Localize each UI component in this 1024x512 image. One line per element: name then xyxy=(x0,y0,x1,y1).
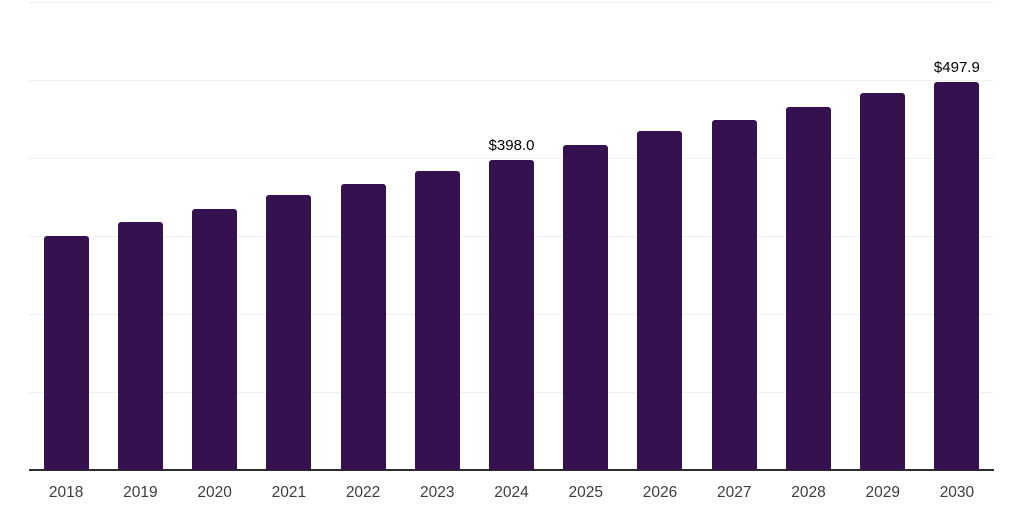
x-axis-label: 2025 xyxy=(568,484,603,501)
bar-band xyxy=(846,2,920,470)
x-axis-label: 2019 xyxy=(123,484,158,501)
plot-area: $398.0 $497.9 xyxy=(29,2,994,471)
bar-band xyxy=(252,2,326,470)
bar-band xyxy=(29,2,103,470)
x-axis-label: 2020 xyxy=(197,484,232,501)
bar xyxy=(117,222,163,470)
x-axis-label: 2028 xyxy=(791,484,826,501)
bar-value-label: $497.9 xyxy=(933,58,980,76)
x-axis-line xyxy=(29,469,994,471)
bar xyxy=(637,131,683,470)
x-axis-label: 2018 xyxy=(48,484,84,501)
bar xyxy=(860,93,906,470)
bar xyxy=(711,119,757,470)
bar xyxy=(43,236,89,470)
x-axis-label: 2030 xyxy=(939,484,975,501)
bar-band xyxy=(326,2,400,470)
bar-band xyxy=(177,2,251,470)
x-axis-label: 2021 xyxy=(271,484,307,501)
bar-value-label: $398.0 xyxy=(488,136,535,154)
bar xyxy=(934,81,980,470)
bar xyxy=(414,170,460,470)
gridline xyxy=(29,80,994,81)
bar-band xyxy=(623,2,697,470)
bar xyxy=(785,106,831,470)
gridline xyxy=(29,158,994,160)
x-axis-label: 2029 xyxy=(865,484,900,501)
bar-band xyxy=(697,2,771,470)
bar xyxy=(563,144,609,470)
bar-band xyxy=(549,2,623,470)
x-axis-label: 2022 xyxy=(345,484,381,501)
bar xyxy=(266,195,312,470)
x-axis-label: 2026 xyxy=(642,484,678,501)
x-axis-label: 2023 xyxy=(420,484,455,501)
x-axis-label: 2024 xyxy=(494,484,529,501)
x-axis-label: 2027 xyxy=(716,484,752,501)
bar-band xyxy=(920,2,994,470)
bar xyxy=(489,159,535,470)
bar xyxy=(340,183,386,470)
bar xyxy=(192,209,238,470)
bar-band xyxy=(103,2,177,470)
bar-band xyxy=(474,2,548,470)
bar-band xyxy=(771,2,845,470)
x-axis-labels: 2018 2019 2020 2021 2022 2023 2024 2025 2026 2027… xyxy=(29,483,994,502)
bars-container xyxy=(29,2,994,470)
gridline xyxy=(29,2,994,3)
bar-band xyxy=(400,2,474,470)
